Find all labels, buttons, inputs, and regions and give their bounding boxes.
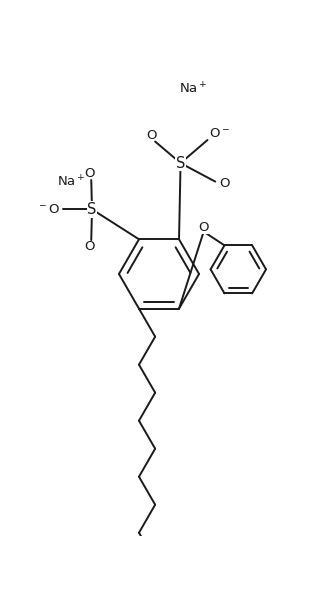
Text: S: S — [87, 202, 97, 217]
Text: O: O — [85, 240, 95, 253]
Text: O$^-$: O$^-$ — [209, 126, 230, 140]
Text: Na$^+$: Na$^+$ — [57, 174, 85, 189]
Text: $^-$O: $^-$O — [37, 203, 60, 216]
Text: Na$^+$: Na$^+$ — [179, 81, 208, 97]
Text: S: S — [176, 155, 185, 170]
Text: O: O — [198, 220, 209, 234]
Text: O: O — [146, 129, 156, 142]
Text: O: O — [219, 178, 230, 190]
Text: O: O — [85, 167, 95, 181]
